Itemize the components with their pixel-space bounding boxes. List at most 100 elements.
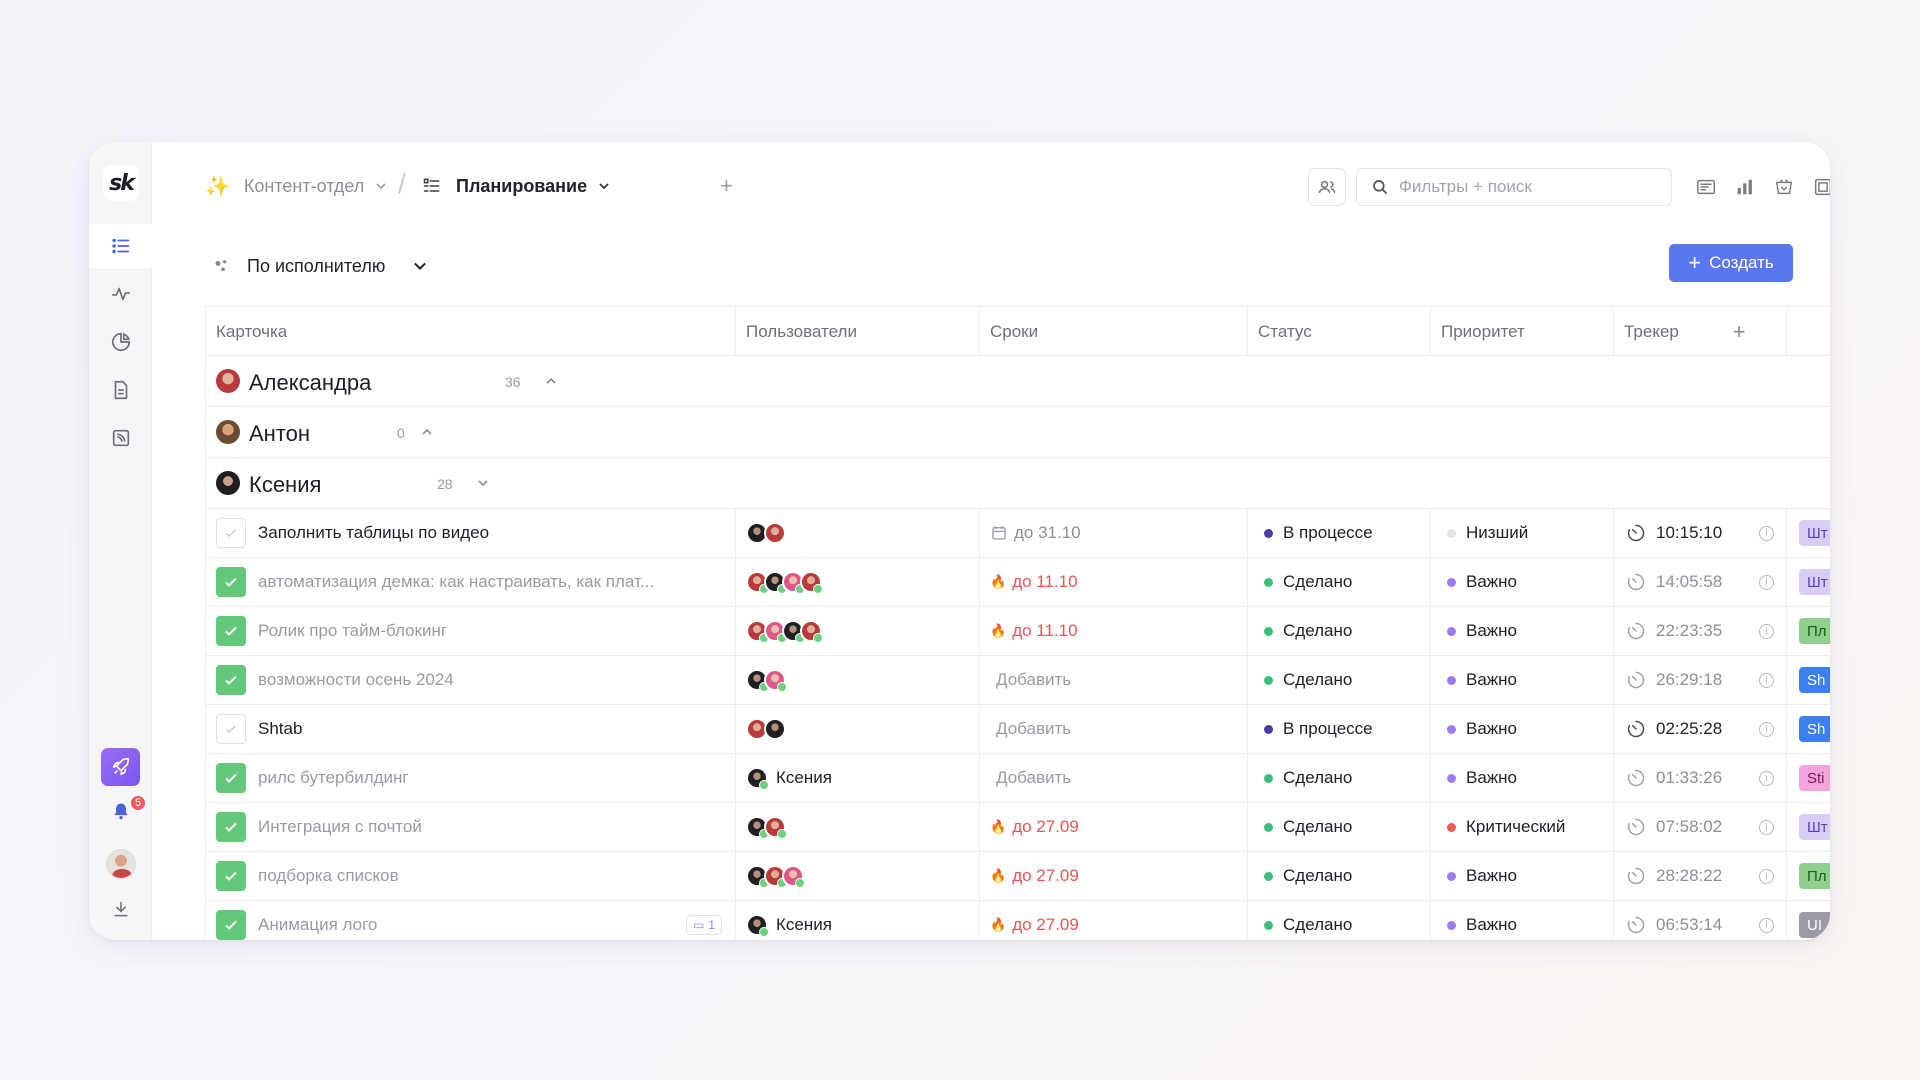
users-cell[interactable] bbox=[736, 558, 980, 606]
add-column-button[interactable]: + bbox=[1732, 318, 1746, 344]
add-date-button[interactable]: Добавить bbox=[996, 670, 1072, 689]
task-title[interactable]: Shtab bbox=[258, 719, 303, 738]
task-title[interactable]: Интеграция с почтой bbox=[258, 817, 422, 836]
comments-badge[interactable]: ▭ 1 bbox=[686, 915, 723, 935]
info-icon[interactable]: i bbox=[1759, 918, 1774, 933]
group-row[interactable]: Антон 0 bbox=[205, 407, 1830, 458]
users-cell[interactable] bbox=[736, 803, 980, 851]
tag-cell[interactable]: Sh bbox=[1787, 656, 1830, 704]
tracker-cell[interactable]: 10:15:10 i bbox=[1614, 509, 1787, 557]
table-row[interactable]: возможности осень 2024 Добавить Сделано … bbox=[205, 656, 1830, 705]
priority-cell[interactable]: Важно bbox=[1431, 607, 1614, 655]
table-row[interactable]: Ролик про тайм-блокинг 🔥 до 11.10 Сделано… bbox=[205, 607, 1830, 656]
task-checkbox[interactable] bbox=[216, 714, 246, 744]
tracker-cell[interactable]: 01:33:26 i bbox=[1614, 754, 1787, 802]
card-cell[interactable]: Shtab bbox=[206, 705, 736, 753]
add-board-button[interactable]: + bbox=[720, 173, 733, 198]
status-cell[interactable]: Сделано bbox=[1248, 803, 1431, 851]
app-logo[interactable]: sk bbox=[103, 165, 139, 201]
card-cell[interactable]: возможности осень 2024 bbox=[206, 656, 736, 704]
info-icon[interactable]: i bbox=[1759, 624, 1774, 639]
avatar[interactable] bbox=[800, 620, 823, 643]
dates-cell[interactable]: 🔥 до 27.09 bbox=[980, 901, 1248, 940]
avatar[interactable] bbox=[764, 718, 786, 740]
task-title[interactable]: Анимация лого bbox=[258, 915, 378, 934]
dates-cell[interactable]: Добавить bbox=[980, 754, 1248, 802]
priority-cell[interactable]: Важно bbox=[1431, 705, 1614, 753]
timer-icon[interactable] bbox=[1626, 670, 1646, 690]
column-header-card[interactable]: Карточка bbox=[206, 307, 736, 356]
table-row[interactable]: Заполнить таблицы по видео до 31.10 В пр… bbox=[205, 509, 1830, 558]
status-cell[interactable]: В процессе bbox=[1248, 509, 1431, 557]
column-header-tracker[interactable]: Трекер bbox=[1614, 307, 1787, 356]
template-button[interactable] bbox=[1773, 176, 1795, 198]
priority-cell[interactable]: Важно bbox=[1431, 901, 1614, 940]
info-icon[interactable]: i bbox=[1759, 722, 1774, 737]
status-cell[interactable]: Сделано bbox=[1248, 558, 1431, 606]
priority-cell[interactable]: Важно bbox=[1431, 852, 1614, 900]
task-title[interactable]: Заполнить таблицы по видео bbox=[258, 523, 490, 542]
tag-cell[interactable]: Шт bbox=[1787, 803, 1830, 851]
status-cell[interactable]: Сделано bbox=[1248, 656, 1431, 704]
timer-icon[interactable] bbox=[1626, 572, 1646, 592]
add-date-button[interactable]: Добавить bbox=[996, 768, 1072, 787]
nav-feed[interactable] bbox=[89, 416, 152, 460]
timer-icon[interactable] bbox=[1626, 523, 1646, 543]
tracker-cell[interactable]: 22:23:35 i bbox=[1614, 607, 1787, 655]
notifications-button[interactable] bbox=[109, 799, 133, 823]
card-cell[interactable]: рилс бутербилдинг bbox=[206, 754, 736, 802]
timer-icon[interactable] bbox=[1626, 768, 1646, 788]
dates-cell[interactable]: 🔥 до 11.10 bbox=[980, 607, 1248, 655]
info-icon[interactable]: i bbox=[1759, 673, 1774, 688]
layout-button[interactable] bbox=[1812, 176, 1830, 198]
info-icon[interactable]: i bbox=[1759, 820, 1774, 835]
avatar[interactable] bbox=[800, 571, 823, 594]
priority-cell[interactable]: Низший bbox=[1431, 509, 1614, 557]
user-filter-button[interactable] bbox=[1308, 168, 1346, 206]
task-checkbox[interactable] bbox=[216, 861, 246, 891]
task-title[interactable]: возможности осень 2024 bbox=[258, 670, 454, 689]
task-title[interactable]: автоматизация демка: как настраивать, ка… bbox=[258, 572, 655, 591]
info-icon[interactable]: i bbox=[1759, 575, 1774, 590]
users-cell[interactable] bbox=[736, 852, 980, 900]
card-cell[interactable]: Ролик про тайм-блокинг bbox=[206, 607, 736, 655]
column-header-users[interactable]: Пользователи bbox=[736, 307, 980, 356]
info-icon[interactable]: i bbox=[1759, 869, 1774, 884]
info-icon[interactable]: i bbox=[1759, 771, 1774, 786]
table-row[interactable]: Интеграция с почтой 🔥 до 27.09 Сделано Кр… bbox=[205, 803, 1830, 852]
task-checkbox[interactable] bbox=[216, 518, 246, 548]
users-cell[interactable] bbox=[736, 705, 980, 753]
tag-cell[interactable]: UI bbox=[1787, 901, 1830, 940]
tracker-cell[interactable]: 06:53:14 i bbox=[1614, 901, 1787, 940]
task-checkbox[interactable] bbox=[216, 616, 246, 646]
avatar[interactable] bbox=[764, 620, 787, 643]
rocket-button[interactable] bbox=[101, 748, 140, 786]
task-title[interactable]: подборка списков bbox=[258, 866, 399, 885]
timer-icon[interactable] bbox=[1626, 817, 1646, 837]
tag-cell[interactable]: Sti bbox=[1787, 754, 1830, 802]
user-avatar[interactable] bbox=[106, 849, 136, 879]
table-row[interactable]: Анимация лого ▭ 1 Ксения 🔥 до 27.09 Сделан… bbox=[205, 901, 1830, 940]
dates-cell[interactable]: Добавить bbox=[980, 705, 1248, 753]
priority-cell[interactable]: Важно bbox=[1431, 656, 1614, 704]
nav-activity[interactable] bbox=[89, 272, 152, 316]
board-selector[interactable]: Планирование bbox=[422, 166, 611, 206]
nav-reports[interactable] bbox=[89, 320, 152, 364]
priority-cell[interactable]: Важно bbox=[1431, 558, 1614, 606]
add-date-button[interactable]: Добавить bbox=[996, 719, 1072, 738]
card-cell[interactable]: Анимация лого ▭ 1 bbox=[206, 901, 736, 940]
priority-cell[interactable]: Критический bbox=[1431, 803, 1614, 851]
dates-cell[interactable]: 🔥 до 27.09 bbox=[980, 852, 1248, 900]
nav-list-view[interactable] bbox=[89, 224, 152, 268]
dates-cell[interactable]: Добавить bbox=[980, 656, 1248, 704]
group-row[interactable]: Ксения 28 bbox=[205, 458, 1830, 509]
users-cell[interactable]: Ксения bbox=[736, 901, 980, 940]
tag-cell[interactable]: Пл bbox=[1787, 852, 1830, 900]
task-checkbox[interactable] bbox=[216, 910, 246, 940]
timer-icon[interactable] bbox=[1626, 621, 1646, 641]
avatar[interactable] bbox=[746, 767, 769, 790]
search-input[interactable] bbox=[1399, 177, 1649, 197]
timer-icon[interactable] bbox=[1626, 915, 1646, 935]
task-checkbox[interactable] bbox=[216, 665, 246, 695]
status-cell[interactable]: В процессе bbox=[1248, 705, 1431, 753]
